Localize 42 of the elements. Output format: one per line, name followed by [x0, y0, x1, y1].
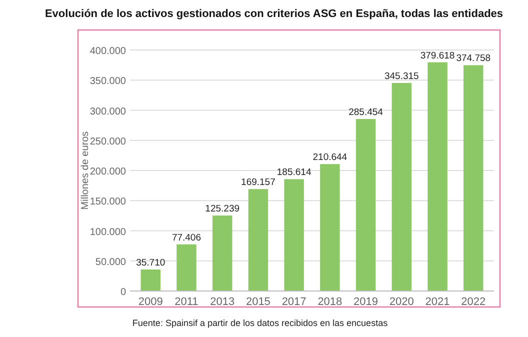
data-label: 210.644 [312, 152, 348, 164]
x-tick-label: 2011 [174, 296, 198, 308]
bar [428, 62, 448, 291]
y-tick-label: 50.000 [95, 256, 126, 268]
y-tick-label: 200.000 [90, 166, 126, 178]
y-tick-label: 150.000 [90, 196, 126, 208]
bar [140, 269, 160, 291]
bar [320, 164, 340, 291]
data-label: 169.157 [241, 177, 276, 188]
bar [212, 216, 232, 291]
y-tick-label: 400.000 [90, 46, 126, 57]
data-label: 185.614 [276, 167, 312, 178]
x-tick-label: 2009 [138, 296, 163, 308]
x-tick-label: 2017 [282, 296, 306, 308]
data-label: 374.758 [456, 53, 491, 64]
y-tick-label: 0 [120, 287, 126, 298]
x-tick-label: 2019 [354, 296, 378, 308]
x-tick-label: 2022 [461, 296, 486, 308]
data-label: 77.406 [172, 232, 202, 244]
bar [464, 65, 484, 291]
y-tick-label: 300.000 [90, 106, 126, 118]
bar [248, 189, 268, 291]
bar [284, 179, 304, 291]
y-axis-title: Millones de euros [80, 131, 91, 210]
bar [176, 244, 196, 291]
bar [392, 82, 412, 291]
source-note: Fuente: Spainsif a partir de los datos recibidos en las encuestas [132, 318, 388, 328]
data-label: 345.315 [384, 70, 419, 82]
x-tick-label: 2020 [389, 296, 414, 308]
y-tick-label: 250.000 [90, 136, 126, 148]
x-tick-label: 2015 [246, 296, 270, 308]
data-label: 125.239 [205, 204, 240, 215]
data-label: 379.618 [420, 50, 455, 62]
y-tick-label: 100.000 [90, 226, 126, 238]
chart-title: Evolución de los activos gestionados con criterios ASG en España, todas las entidades [44, 8, 504, 20]
x-tick-label: 2013 [210, 296, 235, 308]
bar [356, 119, 376, 291]
x-tick-label: 2021 [425, 296, 450, 308]
y-tick-label: 350.000 [90, 76, 126, 88]
data-label: 35.710 [136, 257, 166, 268]
data-label: 285.454 [348, 107, 383, 118]
x-tick-label: 2018 [318, 296, 342, 308]
